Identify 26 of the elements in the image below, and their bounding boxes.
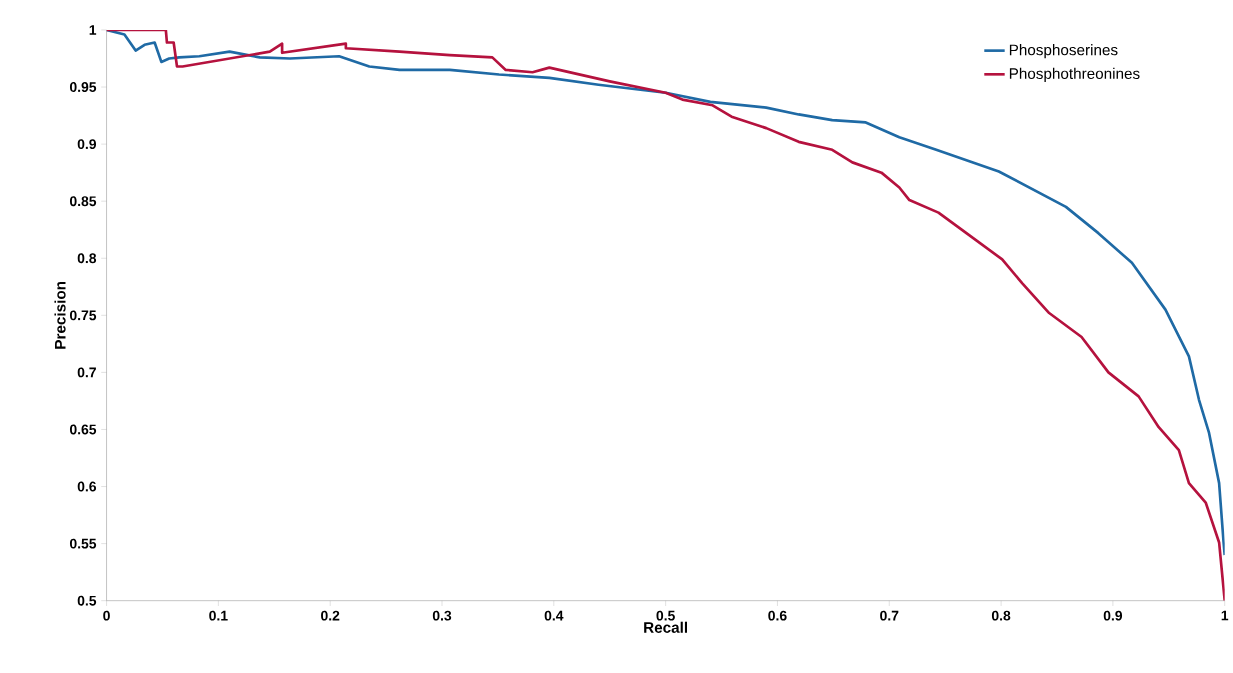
y-tick-label: 1 [89, 25, 97, 35]
y-tick-label: 0.55 [69, 538, 97, 549]
legend-label: Phosphothreonines [1009, 67, 1140, 83]
x-tick-label: 0.8 [991, 610, 1011, 621]
x-tick-label: 0.4 [544, 610, 564, 621]
x-tick-label: 0.2 [321, 610, 340, 621]
y-tick-label: 0.65 [69, 424, 97, 435]
y-tick-label: 0.7 [77, 367, 96, 378]
y-axis-title: Precision [54, 282, 66, 349]
x-tick-label: 0.9 [1103, 610, 1123, 621]
y-tick-label: 0.6 [77, 481, 97, 492]
y-tick-label: 0.75 [69, 310, 97, 321]
x-tick-label: 1 [1221, 610, 1229, 621]
x-tick-label: 0.7 [880, 610, 899, 621]
y-tick-label: 0.9 [77, 139, 97, 150]
x-axis-title: Recall [644, 621, 688, 634]
legend-label: Phosphoserines [1009, 44, 1118, 59]
x-tick-label: 0.6 [768, 610, 787, 621]
y-tick-label: 0.85 [69, 196, 97, 207]
y-tick-label: 0.5 [77, 595, 97, 606]
x-tick-label: 0.3 [432, 610, 452, 621]
y-tick-label: 0.8 [77, 253, 97, 264]
y-tick-label: 0.95 [69, 82, 97, 93]
x-tick-label: 0.5 [656, 610, 675, 621]
x-tick-label: 0.1 [209, 610, 228, 621]
x-tick-label: 0 [103, 610, 110, 621]
